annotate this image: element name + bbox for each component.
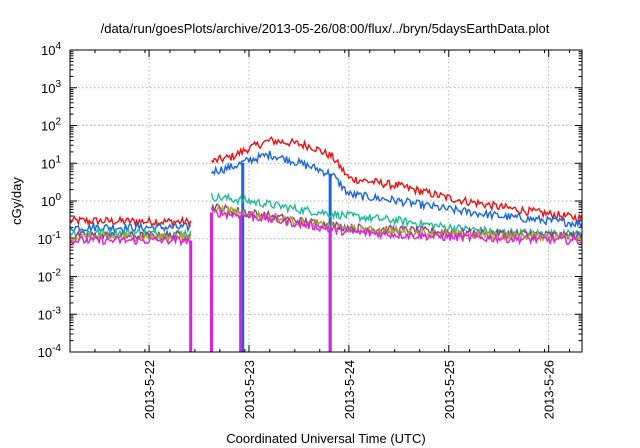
grid bbox=[70, 50, 582, 352]
x-tick-label: 2013-5-22 bbox=[142, 360, 157, 419]
y-tick-label-exp: -3 bbox=[52, 305, 61, 316]
y-tick-label-exp: 0 bbox=[55, 192, 61, 203]
series-line-2 bbox=[69, 150, 583, 234]
y-tick-label-exp: -4 bbox=[52, 343, 61, 354]
y-tick-label-base: 10 bbox=[38, 307, 52, 322]
y-tick-label: 101 bbox=[41, 154, 61, 171]
y-tick-label-exp: 1 bbox=[55, 154, 61, 165]
y-tick-label-base: 10 bbox=[41, 43, 55, 58]
y-tick-label-exp: -1 bbox=[52, 230, 61, 241]
y-tick-label-base: 10 bbox=[41, 81, 55, 96]
y-tick-label-base: 10 bbox=[41, 194, 55, 209]
y-tick-label-exp: -2 bbox=[52, 268, 61, 279]
y-tick-label: 104 bbox=[41, 41, 61, 58]
x-tick-label: 2013-5-24 bbox=[342, 360, 357, 419]
y-axis-label: cGy/day bbox=[9, 177, 24, 225]
x-axis-ticks: 2013-5-22 2013-5-23 2013-5-24 2013-5-25 2013… bbox=[69, 50, 571, 419]
x-axis-label: Coordinated Universal Time (UTC) bbox=[226, 431, 425, 446]
y-tick-label: 10-4 bbox=[38, 343, 62, 360]
y-tick-label: 103 bbox=[41, 79, 61, 96]
x-tick-label: 2013-5-26 bbox=[542, 360, 557, 419]
y-tick-label-base: 10 bbox=[38, 232, 52, 247]
y-tick-label-base: 10 bbox=[38, 345, 52, 360]
series-group bbox=[69, 135, 583, 352]
y-tick-label-exp: 3 bbox=[55, 79, 61, 90]
y-tick-label: 10-2 bbox=[38, 268, 62, 285]
y-tick-label: 100 bbox=[41, 192, 61, 209]
y-tick-label-exp: 4 bbox=[55, 41, 61, 52]
y-tick-label-base: 10 bbox=[41, 156, 55, 171]
x-tick-label: 2013-5-23 bbox=[242, 360, 257, 419]
series-line-1 bbox=[69, 135, 583, 229]
y-tick-label: 102 bbox=[41, 117, 61, 134]
y-tick-label: 10-1 bbox=[38, 230, 62, 247]
y-tick-label-exp: 2 bbox=[55, 117, 61, 128]
x-tick-label: 2013-5-25 bbox=[442, 360, 457, 419]
series-line-6 bbox=[69, 207, 583, 248]
y-tick-label: 10-3 bbox=[38, 305, 62, 322]
y-tick-label-base: 10 bbox=[38, 270, 52, 285]
plot-frame bbox=[69, 49, 583, 353]
chart-title: /data/run/goesPlots/archive/2013-05-26/0… bbox=[101, 21, 550, 36]
y-tick-label-base: 10 bbox=[41, 119, 55, 134]
